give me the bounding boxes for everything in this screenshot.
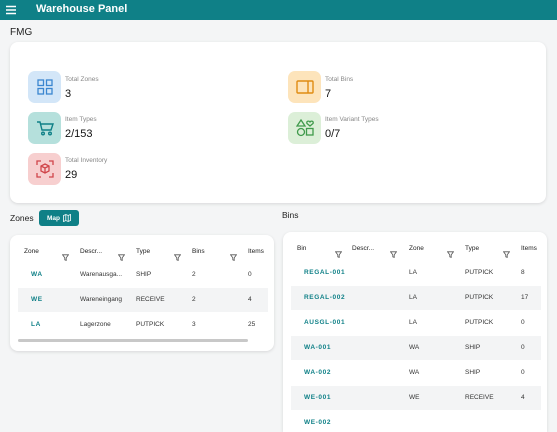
table-cell: 25 (248, 321, 256, 328)
table-cell: 4 (521, 394, 525, 401)
table-cell: 2 (192, 296, 196, 303)
column-header: Descr... (352, 245, 375, 252)
table-cell: LA (409, 269, 417, 276)
table-cell: SHIP (465, 369, 481, 376)
column-header: Bins (192, 248, 205, 255)
table-cell: WA-001 (304, 344, 332, 351)
table-cell: WE (409, 394, 420, 401)
table-cell: WE (31, 296, 43, 303)
stat-label: Item Variant Types (325, 116, 379, 123)
filter-icon[interactable] (173, 248, 182, 266)
map-button-label: Map (47, 214, 60, 222)
table-cell: RECEIVE (465, 394, 494, 401)
stat-label: Total Inventory (65, 157, 108, 164)
table-cell: WA-002 (304, 369, 332, 376)
table-cell: Wareneingang (80, 296, 123, 303)
variant-icon (288, 112, 321, 144)
zones-table: Zone Descr... Type Bins Items WA Warenausga...… (10, 235, 274, 351)
map-button[interactable]: Map (39, 210, 79, 226)
column-header: Bin (297, 245, 307, 252)
filter-icon[interactable] (446, 245, 455, 263)
company-name: FMG (10, 27, 33, 38)
table-cell: WE-002 (304, 419, 332, 426)
filter-icon[interactable] (61, 248, 70, 266)
item-types-icon (28, 112, 61, 144)
table-cell: 17 (521, 294, 529, 301)
table-cell: REGAL-002 (304, 294, 346, 301)
table-cell: 0 (521, 344, 525, 351)
table-cell: REGAL-001 (304, 269, 346, 276)
table-cell: Warenausga... (80, 271, 123, 278)
table-cell: Lagerzone (80, 321, 111, 328)
column-header: Type (136, 248, 151, 255)
menu-icon[interactable] (6, 5, 16, 15)
table-cell: RECEIVE (136, 296, 165, 303)
table-cell: LA (409, 294, 417, 301)
zones-title: Zones (10, 213, 34, 223)
filter-icon[interactable] (229, 248, 238, 266)
table-cell: SHIP (465, 344, 481, 351)
table-cell: PUTPICK (136, 321, 165, 328)
table-cell: 0 (521, 319, 525, 326)
stat-label: Total Zones (65, 76, 99, 83)
table-cell: WE-001 (304, 394, 332, 401)
scrollbar (18, 339, 248, 342)
inventory-icon (28, 153, 61, 185)
filter-icon[interactable] (389, 245, 398, 263)
filter-icon[interactable] (117, 248, 126, 266)
row-background (291, 286, 541, 310)
top-bar: Warehouse Panel (0, 0, 557, 20)
app-title: Warehouse Panel (36, 3, 128, 15)
filter-icon[interactable] (334, 245, 343, 263)
zones-icon (28, 71, 61, 103)
table-cell: 4 (248, 296, 252, 303)
table-cell: WA (409, 369, 420, 376)
table-cell: PUTPICK (465, 269, 494, 276)
table-cell: 2 (192, 271, 196, 278)
row-background (18, 288, 268, 312)
table-cell: PUTPICK (465, 294, 494, 301)
stat-label: Item Types (65, 116, 97, 123)
column-header: Items (248, 248, 264, 255)
map-icon (63, 214, 71, 222)
column-header: Items (521, 245, 537, 252)
column-header: Descr... (80, 248, 103, 255)
row-background (291, 336, 541, 360)
column-header: Zone (24, 248, 39, 255)
table-cell: LA (409, 319, 417, 326)
stat-value: 3 (65, 88, 72, 100)
bins-table: Bin Descr... Zone Type Items REGAL-001 LA PUTPI… (283, 232, 547, 432)
table-cell: WA (409, 344, 420, 351)
stat-value: 7 (325, 88, 332, 100)
table-cell: SHIP (136, 271, 152, 278)
table-cell: PUTPICK (465, 319, 494, 326)
table-cell: 0 (248, 271, 252, 278)
column-header: Zone (409, 245, 424, 252)
filter-icon[interactable] (502, 245, 511, 263)
table-cell: WA (31, 271, 43, 278)
stat-value: 2/153 (65, 128, 93, 140)
stat-value: 29 (65, 169, 78, 181)
table-cell: 0 (521, 369, 525, 376)
table-cell: 8 (521, 269, 525, 276)
row-background (291, 386, 541, 410)
stat-value: 0/7 (325, 128, 341, 140)
stat-label: Total Bins (325, 76, 354, 83)
table-cell: AUSGL-001 (304, 319, 346, 326)
table-cell: 3 (192, 321, 196, 328)
table-cell: LA (31, 321, 41, 328)
bins-icon (288, 71, 321, 103)
stats-card (10, 42, 546, 203)
bins-title: Bins (282, 210, 299, 220)
column-header: Type (465, 245, 480, 252)
